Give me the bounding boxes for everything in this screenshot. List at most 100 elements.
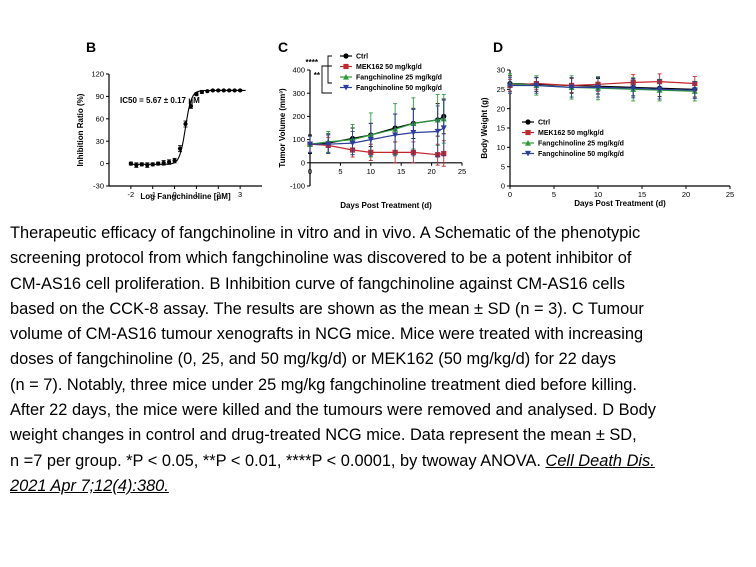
data-point bbox=[177, 146, 183, 151]
significance-bracket bbox=[321, 65, 332, 94]
legend-label: MEK162 50 mg/kg/d bbox=[538, 130, 604, 137]
x-tick-label: 0 bbox=[508, 190, 512, 199]
legend-marker bbox=[343, 74, 349, 80]
x-axis-label: Log Fangchinoline [μM] bbox=[140, 192, 231, 201]
y-tick-label: 0 bbox=[301, 158, 305, 167]
data-point bbox=[440, 125, 447, 131]
x-tick-label: 25 bbox=[726, 190, 734, 199]
legend-label: Fangchinoline 50 mg/kg/d bbox=[356, 85, 442, 92]
data-point bbox=[691, 87, 698, 94]
data-point bbox=[167, 160, 172, 165]
x-tick-label: 0 bbox=[308, 167, 312, 176]
data-point bbox=[194, 92, 199, 97]
fit-curve bbox=[130, 89, 246, 165]
legend-marker bbox=[525, 129, 531, 136]
x-axis-label: Days Post Treatment (d) bbox=[574, 199, 666, 208]
ic50-annotation: IC50 = 5.67 ± 0.17 μM bbox=[120, 96, 200, 105]
legend-marker bbox=[525, 140, 531, 146]
y-tick-label: 60 bbox=[96, 114, 104, 123]
legend-label: Fangchinoline 50 mg/kg/d bbox=[538, 151, 624, 158]
legend-label: Fangchinoline 25 mg/kg/d bbox=[538, 141, 624, 148]
data-point bbox=[392, 132, 399, 138]
panel-label: B bbox=[86, 39, 96, 55]
data-point bbox=[134, 162, 139, 168]
citation-link[interactable]: Cell Death Dis. 2021 Apr 7;12(4):380. bbox=[10, 451, 655, 495]
legend-label: Ctrl bbox=[538, 120, 550, 127]
y-tick-label: 200 bbox=[292, 112, 305, 121]
x-axis-label: Days Post Treatment (d) bbox=[340, 201, 432, 210]
x-tick-label: 10 bbox=[594, 190, 602, 199]
y-tick-label: 400 bbox=[292, 66, 305, 75]
data-point bbox=[349, 140, 356, 147]
x-tick-label: 3 bbox=[238, 190, 242, 199]
y-tick-label: 120 bbox=[91, 70, 104, 79]
series-line bbox=[309, 118, 444, 145]
figure-caption: Therapeutic efficacy of fangchinoline in… bbox=[10, 221, 752, 499]
x-tick-label: 5 bbox=[338, 167, 342, 176]
data-point bbox=[595, 84, 601, 91]
y-tick-label: 30 bbox=[497, 66, 505, 75]
y-axis-label: Tumor Volume (mm³) bbox=[278, 88, 287, 168]
data-point bbox=[630, 85, 637, 92]
data-point bbox=[656, 86, 663, 93]
x-tick-label: 1 bbox=[194, 190, 198, 199]
data-point bbox=[188, 104, 194, 109]
significance-stars: ** bbox=[314, 71, 321, 80]
data-point bbox=[199, 89, 204, 95]
figure: B -30 0 30 60 90 120 -2 -1 0 1 2 3 Log Fangchinoline … bbox=[76, 39, 734, 210]
data-point bbox=[161, 160, 166, 165]
y-tick-label: 10 bbox=[497, 143, 505, 152]
panel-label: D bbox=[493, 39, 503, 55]
legend-label: Ctrl bbox=[356, 54, 368, 61]
data-point bbox=[172, 158, 177, 163]
data-point bbox=[533, 82, 540, 89]
legend-marker bbox=[525, 119, 531, 125]
y-tick-label: 15 bbox=[497, 124, 505, 133]
legend-label: Fangchinoline 25 mg/kg/d bbox=[356, 75, 442, 82]
series-line bbox=[309, 115, 445, 145]
y-tick-label: 20 bbox=[497, 104, 505, 113]
data-point bbox=[210, 88, 215, 93]
data-point bbox=[139, 162, 144, 167]
data-point bbox=[205, 89, 210, 94]
data-point bbox=[307, 141, 313, 148]
y-tick-label: 25 bbox=[497, 85, 505, 94]
data-point bbox=[156, 161, 161, 166]
data-point bbox=[410, 130, 417, 136]
caption-text: Therapeutic efficacy of fangchinoline in… bbox=[10, 224, 656, 470]
x-tick-label: -1 bbox=[149, 190, 156, 199]
significance-stars: **** bbox=[306, 58, 319, 67]
legend-marker bbox=[343, 53, 349, 59]
y-tick-label: 0 bbox=[501, 182, 505, 191]
x-tick-label: 20 bbox=[682, 190, 690, 199]
data-point bbox=[325, 141, 332, 148]
y-tick-label: 0 bbox=[100, 159, 104, 168]
data-point bbox=[568, 84, 575, 91]
data-point bbox=[434, 128, 441, 135]
y-axis-label: Inhibition Ratio (%) bbox=[76, 93, 85, 166]
data-point bbox=[216, 88, 221, 93]
y-tick-label: 300 bbox=[292, 89, 305, 98]
y-tick-label: 90 bbox=[96, 92, 104, 101]
data-point bbox=[183, 121, 188, 127]
x-tick-label: 0 bbox=[172, 190, 176, 199]
x-tick-label: 25 bbox=[458, 167, 466, 176]
data-point bbox=[145, 162, 150, 168]
x-tick-label: 5 bbox=[552, 190, 556, 199]
x-tick-label: -2 bbox=[128, 190, 135, 199]
legend-marker bbox=[525, 150, 531, 157]
x-tick-label: 15 bbox=[638, 190, 646, 199]
data-point bbox=[150, 162, 155, 167]
y-tick-label: -30 bbox=[93, 182, 104, 191]
data-point bbox=[367, 137, 374, 143]
y-axis-label: Body Weight (g) bbox=[480, 97, 489, 159]
x-tick-label: 20 bbox=[427, 167, 435, 176]
y-tick-label: 5 bbox=[501, 162, 505, 171]
panel-label: C bbox=[278, 39, 288, 55]
data-point bbox=[232, 88, 237, 93]
x-tick-label: 2 bbox=[216, 190, 220, 199]
legend-marker bbox=[343, 84, 349, 91]
x-tick-label: 15 bbox=[397, 167, 405, 176]
data-point bbox=[507, 82, 513, 89]
significance-bracket bbox=[327, 55, 332, 84]
